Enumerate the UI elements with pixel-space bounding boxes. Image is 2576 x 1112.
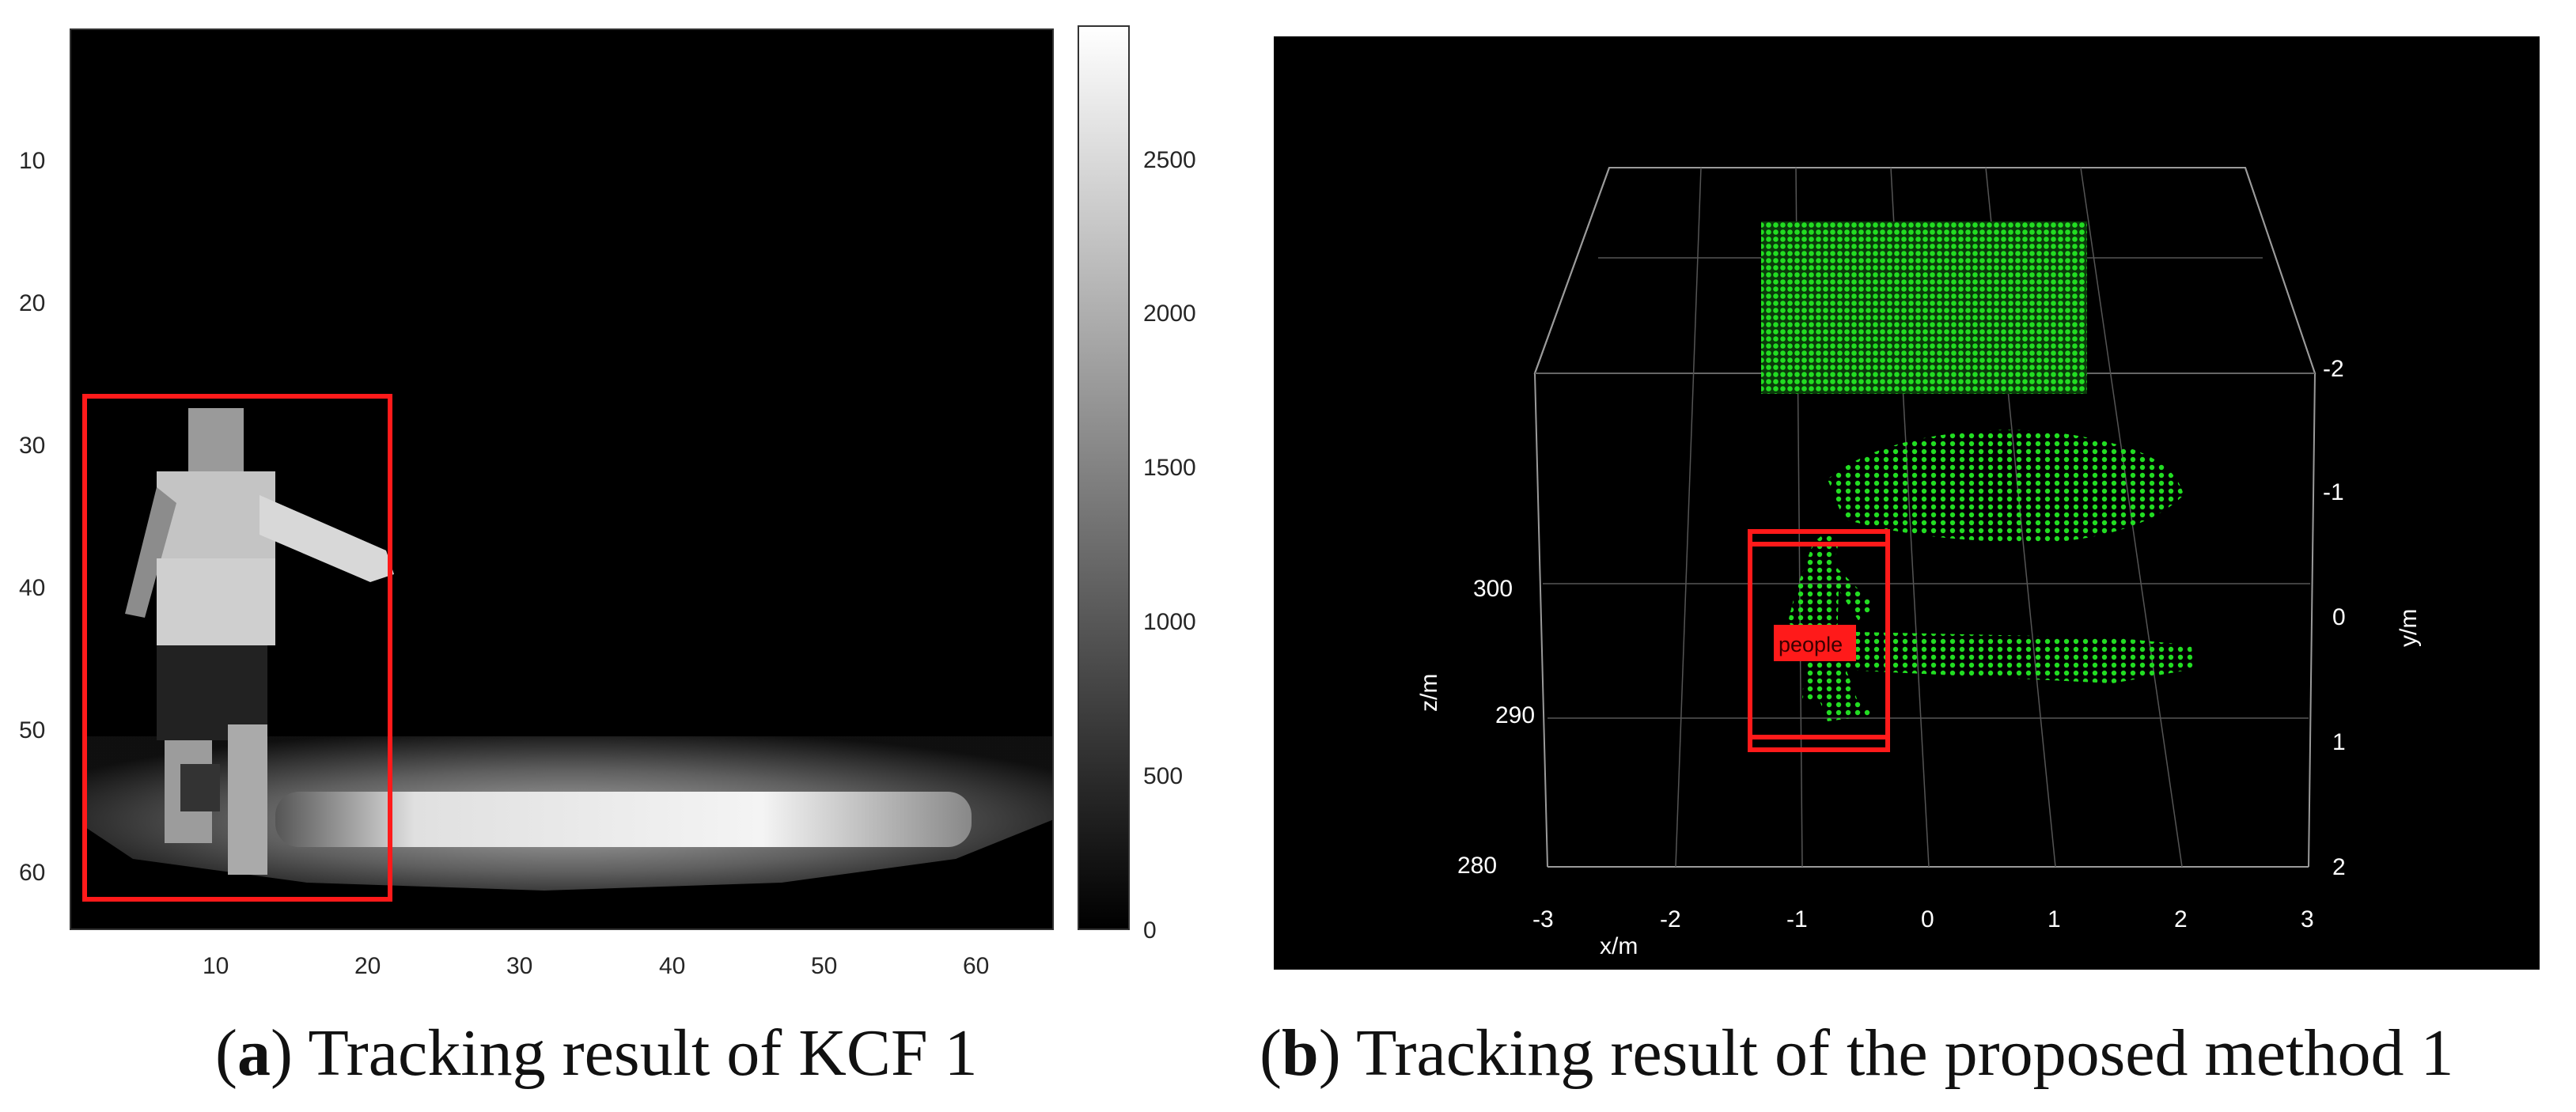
colorbar-tick: 1000 bbox=[1143, 609, 1196, 635]
caption-b: (b) Tracking result of the proposed meth… bbox=[1260, 1016, 2454, 1090]
point-cloud-plot: people bbox=[1274, 36, 2540, 970]
y-tick: 10 bbox=[19, 148, 46, 174]
colorbar-tick: 2500 bbox=[1143, 147, 1196, 173]
people-tag bbox=[1774, 625, 1856, 661]
colorbar bbox=[1078, 25, 1130, 930]
y-tick: -1 bbox=[2323, 479, 2344, 505]
heatmap-axes-frame bbox=[70, 28, 1054, 930]
kcf-tracking-box bbox=[82, 394, 392, 902]
y-tick: 50 bbox=[19, 717, 46, 743]
y-tick: 1 bbox=[2332, 729, 2346, 755]
y-tick: 0 bbox=[2332, 604, 2346, 630]
x-tick: 0 bbox=[1921, 906, 1934, 932]
people-tag-label: people bbox=[1779, 633, 1843, 656]
structure-points bbox=[1828, 429, 2184, 543]
x-tick: 20 bbox=[354, 953, 381, 979]
floor-strip-points bbox=[1820, 631, 2193, 683]
person-silhouette bbox=[125, 408, 394, 875]
x-tick: 2 bbox=[2174, 906, 2188, 932]
colorbar-tick: 2000 bbox=[1143, 301, 1196, 327]
x-tick: 1 bbox=[2048, 906, 2061, 932]
x-tick: 3 bbox=[2301, 906, 2314, 932]
x-tick: -2 bbox=[1660, 906, 1681, 932]
z-tick: 300 bbox=[1473, 576, 1513, 603]
detection-box bbox=[1748, 529, 1890, 752]
x-tick: -1 bbox=[1786, 906, 1808, 932]
x-tick: 10 bbox=[203, 953, 229, 979]
y-tick: 40 bbox=[19, 575, 46, 601]
x-axis-label: x/m bbox=[1600, 933, 1638, 959]
colorbar-tick: 0 bbox=[1143, 917, 1157, 944]
z-tick: 280 bbox=[1457, 853, 1498, 879]
y-tick: 2 bbox=[2332, 854, 2346, 880]
wall-points bbox=[1761, 221, 2087, 394]
heatmap-image bbox=[85, 408, 1054, 891]
caption-a: (a) Tracking result of KCF 1 bbox=[215, 1016, 978, 1090]
y-tick: 30 bbox=[19, 433, 46, 459]
x-tick: 30 bbox=[506, 953, 533, 979]
z-tick: 290 bbox=[1495, 702, 1536, 729]
y-tick: 60 bbox=[19, 860, 46, 886]
z-axis-label: z/m bbox=[1416, 673, 1442, 712]
y-tick: -2 bbox=[2323, 356, 2344, 382]
x-tick: 50 bbox=[811, 953, 838, 979]
x-tick: 60 bbox=[963, 953, 990, 979]
point-cloud-3d: people bbox=[1533, 167, 2317, 868]
bright-strip bbox=[275, 792, 972, 847]
colorbar-tick: 500 bbox=[1143, 763, 1184, 789]
colorbar-tick: 1500 bbox=[1143, 455, 1196, 481]
y-tick: 20 bbox=[19, 290, 46, 316]
x-tick: -3 bbox=[1532, 906, 1554, 932]
heatmap-plot bbox=[70, 28, 1054, 930]
x-tick: 40 bbox=[659, 953, 686, 979]
y-axis-label: y/m bbox=[2396, 608, 2422, 647]
